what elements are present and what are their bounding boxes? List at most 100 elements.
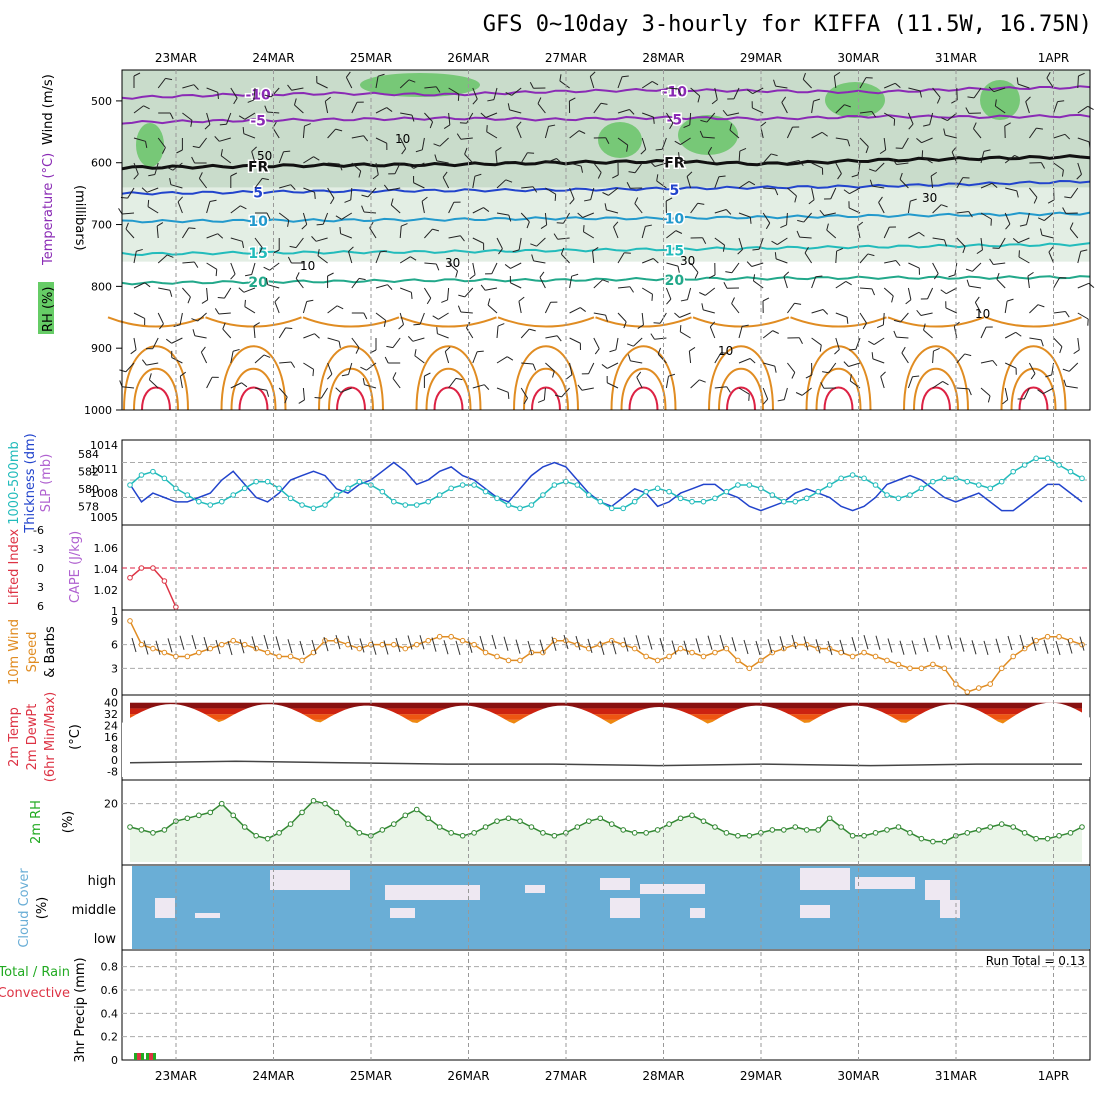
- wind-barb: [923, 112, 934, 127]
- wind-speed-line-point: [413, 641, 420, 648]
- wind-speed-line-point: [264, 649, 271, 656]
- slp-line-point: [1067, 468, 1074, 475]
- wind-barb: [916, 137, 933, 144]
- barb-flag: [230, 273, 236, 280]
- barb-flag: [923, 124, 930, 127]
- barb-flag: [893, 319, 901, 323]
- wind-barb: [125, 222, 135, 239]
- barb-flag: [637, 324, 644, 329]
- barb-flag: [945, 301, 947, 308]
- slp-line-point: [712, 495, 718, 502]
- wind-barb: [690, 379, 706, 389]
- barb-staff: [278, 151, 284, 164]
- barb-flag: [742, 324, 749, 327]
- barb-flag: [529, 82, 534, 89]
- rh2m-unit: (%): [61, 811, 76, 834]
- barb-flag: [592, 247, 599, 252]
- wind-barb: [485, 262, 498, 275]
- wind-barb: [520, 328, 536, 339]
- barb-staff: [448, 235, 461, 239]
- wind-speed-line-point: [517, 657, 523, 664]
- barb-flag: [843, 361, 849, 367]
- slp-tick: 1008: [90, 487, 118, 500]
- surface-barb: [1055, 640, 1061, 656]
- barb-flag: [314, 397, 322, 399]
- barb-flag: [339, 163, 343, 171]
- barb-flag: [699, 292, 706, 296]
- barb-flag: [797, 219, 804, 223]
- barb-staff: [738, 326, 743, 339]
- wind-barb: [472, 350, 484, 364]
- barb-flag: [974, 296, 980, 303]
- barb-flag: [749, 358, 756, 364]
- barb-flag: [507, 392, 510, 400]
- barb-staff: [738, 212, 751, 218]
- rh2m-line-point: [654, 827, 661, 833]
- barb-flag: [629, 286, 634, 293]
- wind-barb: [835, 281, 852, 289]
- wind-barb: [191, 312, 207, 322]
- wind-barb: [200, 346, 208, 364]
- barb-staff: [324, 101, 329, 114]
- barb-flag: [1064, 196, 1071, 199]
- wind-speed-line-point: [448, 633, 454, 640]
- wind-speed-line-point: [505, 657, 512, 664]
- barb-flag: [443, 124, 451, 129]
- barb-flag: [652, 81, 659, 86]
- cape-tick: 1.02: [94, 584, 119, 597]
- barb-staff: [122, 212, 135, 215]
- wind-barb: [375, 73, 385, 89]
- barb-staff: [835, 337, 840, 350]
- surface-barb: [323, 636, 329, 652]
- wind-barb: [714, 237, 726, 252]
- wind-barb: [1053, 162, 1064, 177]
- wind-barb: [835, 247, 844, 264]
- wind-barb: [627, 354, 643, 364]
- barb-staff: [181, 227, 190, 239]
- barb-flag: [133, 173, 139, 180]
- barb-staff: [859, 253, 869, 264]
- wind-barb: [738, 181, 756, 189]
- barb-staff: [855, 337, 861, 350]
- barb-staff: [666, 262, 679, 267]
- wind-barb: [737, 237, 743, 255]
- barb-staff: [442, 177, 450, 189]
- barb-flag: [699, 130, 704, 138]
- contour-label--10: -10: [662, 85, 688, 101]
- wind-barb: [458, 287, 474, 298]
- mid-cloud-block: [155, 898, 175, 918]
- barb-flag: [204, 124, 211, 130]
- barb-flag: [193, 261, 199, 268]
- barb-staff: [945, 287, 958, 295]
- barb-staff: [419, 312, 425, 325]
- barb-staff: [375, 162, 379, 175]
- wind-barb: [443, 112, 451, 129]
- wind-barb: [182, 261, 199, 268]
- temp-tick: 8: [111, 742, 118, 755]
- barb-staff: [394, 162, 401, 175]
- wind-speed-line-point: [391, 641, 397, 648]
- barb-staff: [226, 112, 232, 125]
- wind-barb: [1077, 312, 1089, 326]
- wind-barb: [339, 226, 352, 239]
- barb-flag: [879, 149, 886, 155]
- barb-staff: [569, 276, 573, 289]
- wind-barb: [230, 237, 245, 248]
- top-date-label: 25MAR: [350, 51, 392, 65]
- barb-staff: [686, 176, 692, 189]
- wind-speed-line-point: [459, 637, 466, 644]
- barb-flag: [455, 377, 463, 381]
- wind-barb: [1062, 207, 1078, 214]
- wind-speed-line-point: [735, 657, 741, 664]
- barb-flag: [878, 196, 883, 203]
- barb-staff: [511, 87, 522, 96]
- wind-speed-line-point: [746, 665, 753, 672]
- wind-barb: [287, 256, 304, 264]
- barb-flag: [813, 98, 821, 102]
- barb-staff: [945, 307, 958, 314]
- barb-staff: [412, 337, 425, 342]
- barb-flag: [910, 198, 917, 202]
